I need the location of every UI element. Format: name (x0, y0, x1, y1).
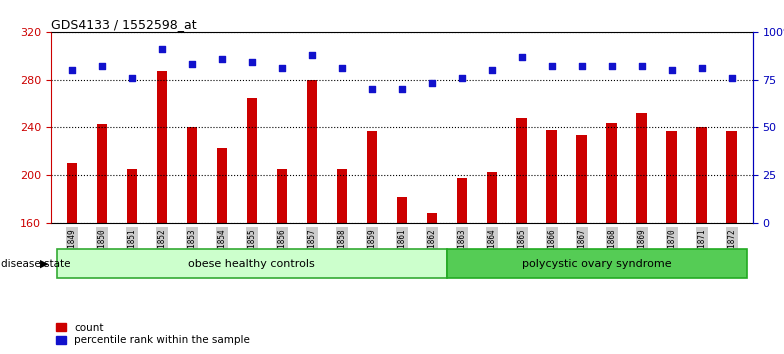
Point (515, 54, 528, 59)
Text: ▶: ▶ (41, 259, 49, 269)
Bar (487, 172, 497, 223)
Bar (517, 118, 527, 223)
Bar (307, 80, 317, 223)
Point (426, 81, 438, 86)
Bar (67, 163, 77, 223)
Point (725, 75, 738, 81)
Bar (397, 197, 407, 223)
Bar (637, 113, 647, 223)
Point (365, 86, 378, 92)
Point (245, 59, 258, 65)
Bar (666, 131, 677, 223)
Bar (187, 127, 197, 223)
Bar (607, 123, 617, 223)
Point (276, 65, 289, 71)
Text: disease state: disease state (1, 259, 71, 269)
Legend: count, percentile rank within the sample: count, percentile rank within the sample (56, 322, 250, 345)
Point (666, 67, 678, 73)
FancyBboxPatch shape (447, 249, 746, 278)
Bar (456, 178, 467, 223)
Point (125, 75, 138, 81)
Point (456, 75, 468, 81)
Text: obese healthy controls: obese healthy controls (188, 259, 315, 269)
Bar (336, 169, 347, 223)
Bar (546, 130, 557, 223)
Bar (367, 131, 377, 223)
Point (216, 56, 228, 62)
Point (96, 63, 108, 69)
Bar (696, 127, 707, 223)
Point (186, 62, 198, 67)
Point (485, 67, 498, 73)
Point (395, 86, 408, 92)
Point (336, 65, 348, 71)
Bar (277, 169, 287, 223)
Bar (96, 124, 107, 223)
Bar (727, 131, 737, 223)
Point (695, 65, 708, 71)
Point (575, 63, 588, 69)
Bar (127, 169, 137, 223)
Point (156, 46, 169, 52)
Bar (157, 71, 167, 223)
Point (306, 52, 318, 58)
Bar (216, 148, 227, 223)
Point (546, 63, 558, 69)
FancyBboxPatch shape (57, 249, 447, 278)
Bar (576, 135, 587, 223)
Point (605, 63, 618, 69)
Bar (247, 98, 257, 223)
Text: GDS4133 / 1552598_at: GDS4133 / 1552598_at (51, 18, 197, 31)
Text: polycystic ovary syndrome: polycystic ovary syndrome (522, 259, 672, 269)
Bar (426, 213, 437, 223)
Point (635, 63, 648, 69)
Point (66, 67, 78, 73)
